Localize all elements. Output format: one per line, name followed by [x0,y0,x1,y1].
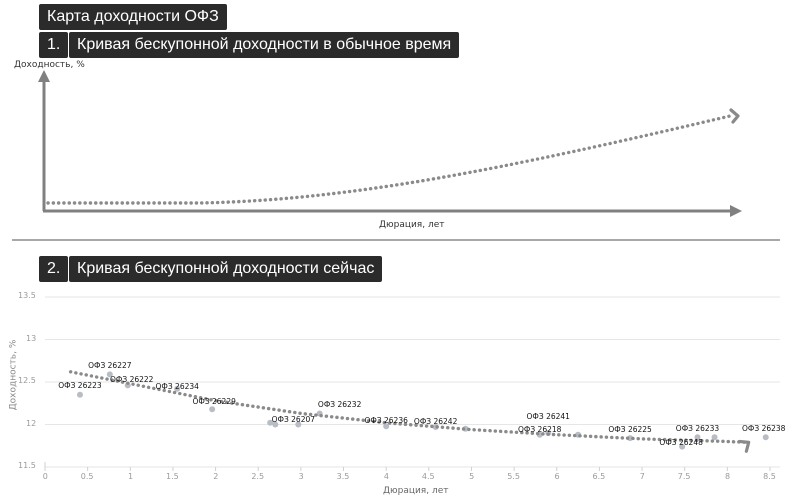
bond-label: ОФЗ 26232 [317,400,362,410]
x-tick-label: 3 [298,472,304,481]
section1-x-axis-label: Дюрация, лет [379,220,445,230]
bond-label: ОФЗ 26222 [110,375,154,385]
x-tick-label: 4 [383,472,389,481]
bond-label: ОФЗ 26229 [192,397,236,407]
bond-label: ОФЗ 26236 [364,416,408,426]
bond-point[interactable] [694,434,701,441]
bond-label: ОФЗ 26234 [155,381,199,391]
bond-label: ОФЗ 26225 [608,425,652,435]
section1-title: Кривая бескупонной доходности в обычное … [69,32,460,58]
x-tick-label: 4.5 [421,472,435,481]
x-tick-label: 8 [725,472,731,481]
y-tick-label: 12.5 [18,376,36,385]
page-title: Карта доходности ОФЗ [39,4,227,30]
x-tick-label: 5.5 [507,472,520,481]
bond-point[interactable] [272,421,279,428]
y-tick-label: 12 [26,418,37,428]
bond-point[interactable] [267,419,274,426]
x-tick-label: 5 [469,472,475,481]
x-tick-label: 0 [42,472,48,481]
bond-point[interactable] [174,385,181,392]
x-tick-label: 1.5 [166,472,179,481]
bond-label: ОФЗ 26248 [659,437,703,447]
section1-y-axis-label: Доходность, % [14,60,85,70]
section2-number: 2. [39,256,69,282]
bond-label: ОФЗ 26242 [413,417,458,427]
x-tick-label: 7 [639,472,645,481]
x-tick-label: 6 [554,472,560,481]
y-tick-label: 11.5 [18,461,36,470]
bond-point[interactable] [106,371,113,378]
bond-label: ОФЗ 26233 [675,424,720,434]
bond-point[interactable] [711,434,718,441]
x-tick-label: 8.5 [763,472,776,481]
x-tick-label: 1 [127,472,134,481]
x-tick-label: 2.5 [251,472,265,481]
section2-title: Кривая бескупонной доходности сейчас [69,256,383,282]
bond-point[interactable] [679,443,686,450]
bond-label: ОФЗ 26218 [517,424,562,434]
section1-number: 1. [39,32,69,58]
x-tick-label: 6.5 [592,472,606,481]
trend-line [68,370,751,445]
x-tick-label: 3.5 [336,472,350,481]
trend-arrowhead [737,439,751,453]
y-tick-label: 13.5 [18,291,36,300]
x-tick-label: 0.5 [80,472,94,481]
bond-point[interactable] [295,421,302,428]
section1-curve-arrowhead [729,108,740,124]
x-tick-label: 7.5 [677,472,691,481]
bond-point[interactable] [383,423,390,430]
bond-label: ОФЗ 26207 [271,414,316,424]
x-tick-label: 2 [213,472,219,481]
bond-point[interactable] [762,434,769,441]
y-tick-label: 13 [26,333,37,343]
bond-label: ОФЗ 26238 [742,424,786,434]
bond-label: ОФЗ 26223 [58,380,102,390]
section1-curve [46,114,732,205]
bond-point[interactable] [76,391,83,398]
section2-x-axis-label: Дюрация, лет [383,486,449,496]
bond-label: ОФЗ 26241 [526,412,570,421]
section1-chart [12,70,780,241]
bond-label: ОФЗ 26227 [88,361,132,371]
bond-point[interactable] [209,406,216,413]
